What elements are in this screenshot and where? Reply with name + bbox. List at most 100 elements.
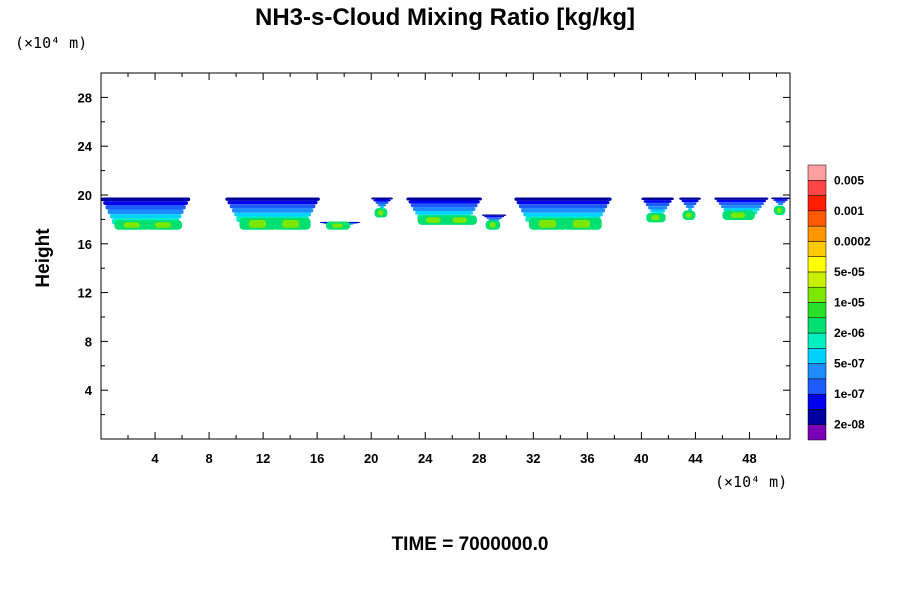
cloud-band — [647, 206, 668, 210]
cloud-band — [229, 204, 316, 209]
colorbar-swatch — [807, 393, 827, 410]
cloud-segment — [641, 197, 674, 223]
cloud-core-peak — [776, 207, 782, 214]
cloud-segment — [371, 197, 393, 218]
colorbar-label: 0.0002 — [834, 234, 871, 248]
cloud-band — [415, 211, 474, 215]
cloud-band — [777, 202, 784, 206]
cloud-core-peak — [123, 222, 140, 228]
y-unit-label: (×10⁴ m) — [15, 34, 87, 52]
colorbar-label: 1e-07 — [834, 387, 865, 401]
y-tick-label: 28 — [78, 90, 92, 105]
y-tick-label: 16 — [78, 237, 92, 252]
cloud-band — [231, 208, 314, 213]
x-tick-label: 16 — [310, 451, 324, 466]
cloud-core-peak — [377, 210, 384, 216]
cloud-band — [716, 199, 767, 203]
cloud-band — [377, 204, 387, 207]
colorbar-swatch — [807, 286, 827, 303]
y-axis-label: Height — [33, 228, 54, 288]
y-tick-label: 20 — [78, 188, 92, 203]
colorbar-swatch — [807, 210, 827, 227]
cloud-band — [481, 214, 507, 216]
cloud-band — [775, 200, 786, 203]
cloud-segment — [406, 197, 482, 225]
cloud-band — [514, 197, 612, 201]
cloud-core-peak — [332, 223, 343, 228]
cloud-band — [523, 212, 603, 217]
cloud-band — [373, 199, 391, 202]
cloud-segment — [714, 197, 769, 220]
cloud-band — [681, 199, 699, 203]
x-tick-label: 44 — [688, 451, 703, 466]
colorbar-swatch — [807, 378, 827, 395]
cloud-band — [227, 200, 318, 205]
time-label: TIME = 7000000.0 — [392, 534, 549, 555]
cloud-core-peak — [651, 214, 660, 221]
cloud-band — [375, 201, 389, 205]
colorbar-swatch — [807, 317, 827, 334]
colorbar-label: 2e-08 — [834, 418, 865, 432]
cloud-segment — [481, 214, 507, 230]
cloud-core-peak — [489, 222, 496, 228]
cloud-band — [521, 208, 606, 213]
colorbar-swatch — [807, 241, 827, 257]
colorbar-swatch — [807, 348, 827, 364]
cloud-band — [683, 202, 697, 206]
cloud-segment — [101, 197, 191, 230]
cloud-band — [101, 197, 191, 202]
colorbar-swatch — [807, 424, 827, 441]
cloud-band — [718, 202, 764, 206]
cloud-core-peak — [452, 217, 468, 223]
colorbar-swatch — [807, 180, 827, 196]
x-tick-label: 36 — [580, 451, 594, 466]
x-tick-label: 20 — [364, 451, 378, 466]
cloud-core-peak — [538, 219, 557, 228]
cloud-segment — [225, 197, 320, 230]
cloud-band — [103, 201, 188, 205]
colorbar-swatch — [807, 271, 827, 288]
cloud-band — [685, 205, 695, 209]
colorbar-label: 1e-05 — [834, 296, 865, 310]
cloud-segment — [679, 197, 701, 220]
cloud-core-peak — [154, 222, 172, 228]
x-tick-label: 48 — [742, 451, 756, 466]
y-tick-label: 24 — [78, 139, 93, 154]
colorbar-label: 0.005 — [834, 173, 864, 187]
cloud-band — [406, 197, 482, 201]
cloud-core-peak — [425, 217, 441, 223]
cloud-band — [371, 197, 393, 200]
cloud-band — [720, 205, 762, 209]
cloud-core-peak — [572, 219, 591, 228]
cloud-band — [723, 208, 760, 211]
x-tick-label: 8 — [205, 451, 212, 466]
colorbar-label: 2e-06 — [834, 326, 865, 340]
y-tick-label: 4 — [85, 383, 93, 398]
x-tick-label: 28 — [472, 451, 486, 466]
cloud-core-peak — [248, 219, 267, 228]
cloud-band — [105, 204, 186, 210]
plot-frame — [100, 72, 791, 440]
cloud-band — [486, 217, 502, 219]
colorbar-label: 5e-05 — [834, 265, 865, 279]
cloud-band — [518, 204, 608, 209]
cloud-band — [225, 197, 320, 201]
cloud-band — [773, 199, 788, 201]
x-tick-label: 24 — [418, 451, 433, 466]
colorbar-swatch — [807, 195, 827, 212]
cloud-core-peak — [282, 219, 300, 228]
x-tick-label: 12 — [256, 451, 270, 466]
colorbar-swatch — [807, 409, 827, 425]
cloud-band — [488, 218, 500, 221]
colorbar-swatch — [807, 302, 827, 319]
y-tick-label: 12 — [78, 286, 92, 301]
cloud-core-peak — [730, 212, 746, 218]
chart-title: NH3-s-Cloud Mixing Ratio [kg/kg] — [255, 4, 635, 31]
cloud-core-peak — [685, 212, 692, 218]
cloud-band — [484, 215, 505, 218]
cloud-segment — [771, 197, 790, 216]
x-tick-label: 40 — [634, 451, 648, 466]
colorbar-swatch — [807, 363, 827, 380]
cloud-band — [516, 200, 610, 205]
